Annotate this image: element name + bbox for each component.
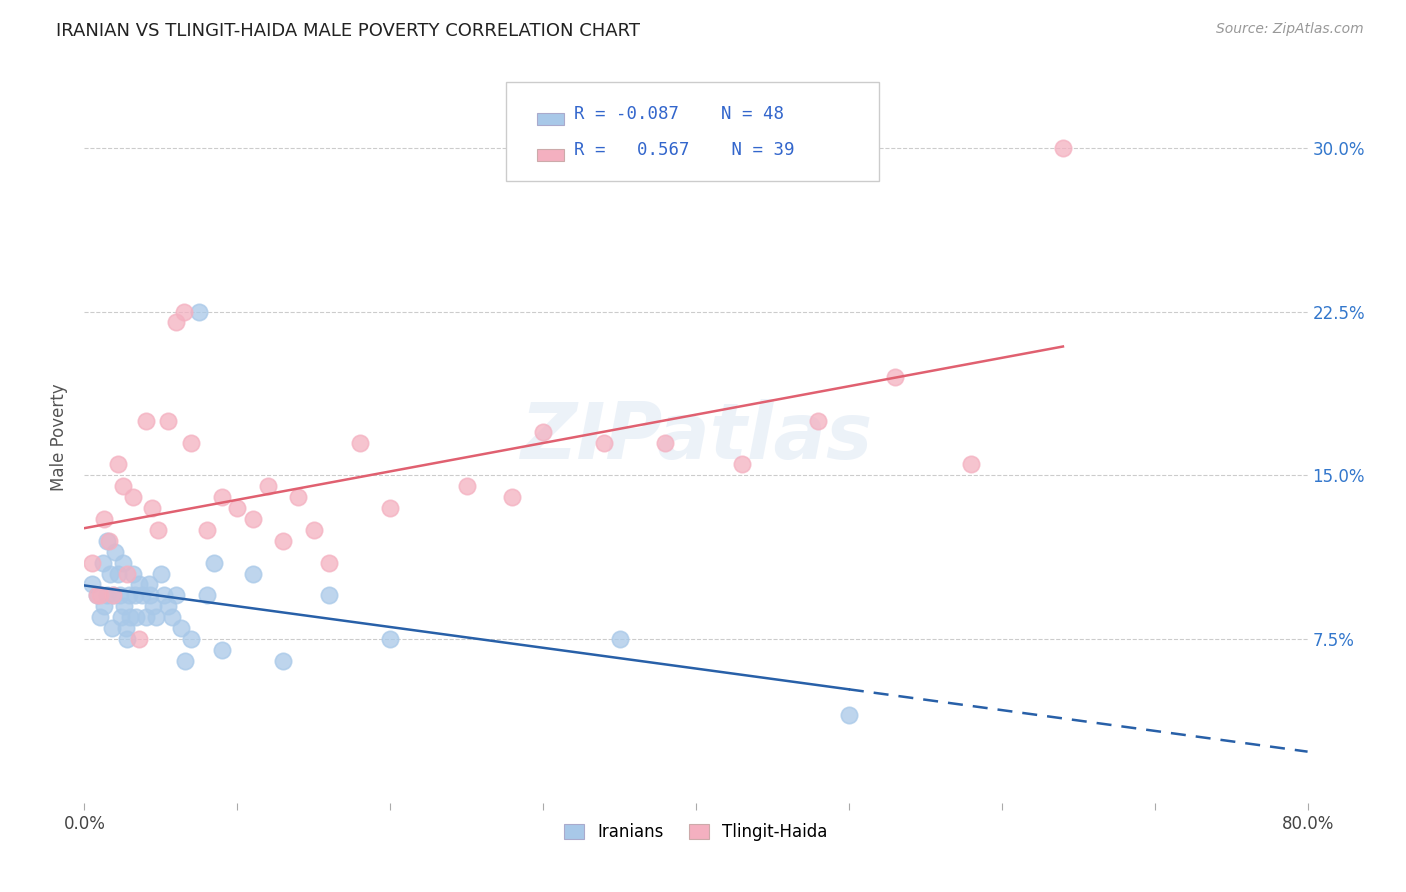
Point [195,588,218,602]
Point [96,533,118,548]
Text: IRANIAN VS TLINGIT-HAIDA MALE POVERTY CORRELATION CHART: IRANIAN VS TLINGIT-HAIDA MALE POVERTY CO… [56,22,640,40]
Point [165,588,187,602]
Point [173,304,195,318]
Point [188,304,211,318]
Point [107,458,129,472]
Point [242,566,264,581]
Point [654,435,676,450]
Point [115,632,138,646]
Point [271,533,294,548]
Point [165,315,187,329]
Point [114,621,136,635]
Point [531,425,554,439]
Point [98,566,121,581]
Point [271,654,294,668]
Point [318,588,340,602]
Legend: Iranians, Tlingit-Haida: Iranians, Tlingit-Haida [555,814,837,849]
Point [124,588,146,602]
Point [142,599,165,614]
Point [180,632,202,646]
Point [89,588,111,602]
Point [157,414,180,428]
Point [93,512,115,526]
Text: R = -0.087    N = 48: R = -0.087 N = 48 [574,104,783,123]
Point [122,490,145,504]
Point [593,435,616,450]
Point [287,490,309,504]
Point [80,556,103,570]
Point [122,566,145,581]
Point [107,566,129,581]
Point [502,490,524,504]
Point [211,643,233,657]
Point [609,632,631,646]
Point [149,566,172,581]
Text: R =   0.567    N = 39: R = 0.567 N = 39 [574,141,794,160]
Point [86,588,108,602]
Point [89,610,111,624]
Y-axis label: Male Poverty: Male Poverty [51,384,69,491]
Point [141,501,163,516]
Point [135,414,157,428]
Point [211,490,233,504]
Point [807,414,830,428]
Point [138,577,160,591]
Point [80,577,103,591]
Text: Source: ZipAtlas.com: Source: ZipAtlas.com [1216,22,1364,37]
Point [145,610,167,624]
Point [160,610,183,624]
Point [111,556,134,570]
Point [101,621,124,635]
Point [174,654,197,668]
Point [195,523,218,537]
Point [115,566,138,581]
FancyBboxPatch shape [506,82,880,181]
Point [93,599,115,614]
Point [202,556,225,570]
Point [180,435,202,450]
Point [139,588,162,602]
Point [125,610,148,624]
Point [838,708,860,723]
Point [86,588,108,602]
Point [349,435,371,450]
Point [104,545,127,559]
Point [108,588,131,602]
Point [135,610,157,624]
Point [318,556,340,570]
FancyBboxPatch shape [537,112,564,125]
Point [112,599,135,614]
Point [96,588,118,602]
Point [157,599,180,614]
Point [257,479,280,493]
Point [170,621,193,635]
Point [131,588,153,602]
Point [302,523,325,537]
Point [118,588,141,602]
Point [242,512,264,526]
Point [110,610,132,624]
Point [120,610,142,624]
FancyBboxPatch shape [537,149,564,161]
Point [128,577,150,591]
Point [103,588,125,602]
Point [960,458,983,472]
Point [380,501,402,516]
Point [103,588,125,602]
Point [456,479,478,493]
Point [111,479,134,493]
Point [1052,141,1074,155]
Point [91,556,114,570]
Point [226,501,249,516]
Point [731,458,754,472]
Point [883,370,905,384]
Point [128,632,150,646]
Point [97,533,120,548]
Text: ZIPatlas: ZIPatlas [520,399,872,475]
Point [153,588,176,602]
Point [380,632,402,646]
Point [146,523,169,537]
